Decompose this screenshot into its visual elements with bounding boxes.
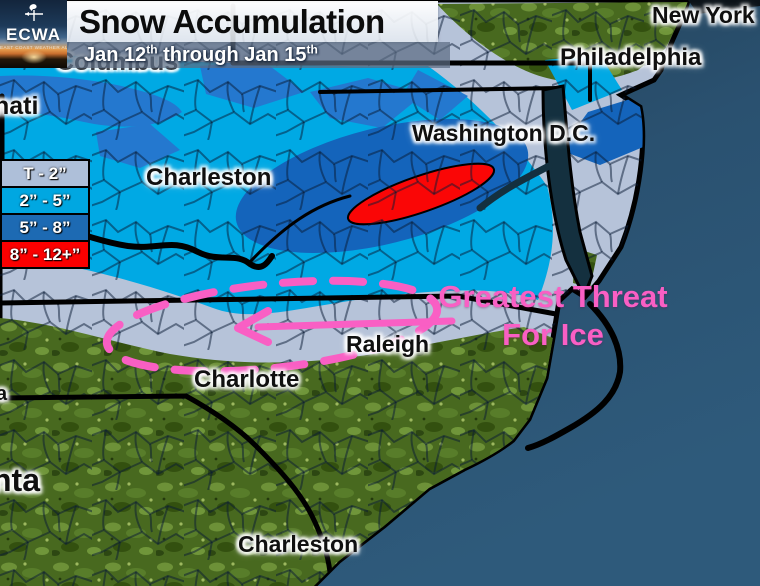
title-banner: Snow Accumulation	[66, 1, 438, 42]
outer-banks	[525, 301, 624, 451]
city-label-washington-dc: Washington D.C.	[412, 120, 596, 146]
ice-threat-text-line1: Greatest Threat	[438, 279, 668, 314]
legend-label: T - 2”	[23, 163, 67, 183]
date-range: Jan 12th through Jan 15th	[84, 41, 318, 66]
chesapeake-bay	[541, 84, 594, 300]
subtitle-bar: Jan 12th through Jan 15th	[66, 42, 450, 68]
city-label-edge-partial: a	[0, 383, 8, 405]
weathervane-icon	[24, 4, 43, 21]
city-label-atlanta-partial: nta	[0, 462, 40, 498]
logo-name: ECWA	[6, 25, 61, 44]
ice-arrow-shaft	[254, 317, 456, 331]
potomac-river	[476, 162, 553, 212]
long-island	[688, 0, 760, 14]
page-title: Snow Accumulation	[79, 2, 385, 40]
city-label-charlotte: Charlotte	[194, 366, 300, 393]
legend-label: 5” - 8”	[19, 217, 71, 237]
legend-label: 2” - 5”	[19, 190, 71, 210]
ice-threat-text-line2: For Ice	[502, 317, 604, 352]
legend-row-5-8: 5” - 8”	[0, 213, 90, 242]
city-label-new-york: New York	[652, 2, 755, 28]
legend-label: 8” - 12+”	[9, 244, 81, 264]
logo-tagline: EAST COAST WEATHER AUTHORITY	[0, 45, 67, 50]
snow-legend: T - 2” 2” - 5” 5” - 8” 8” - 12+”	[0, 159, 90, 269]
sunset-glow	[20, 50, 47, 65]
city-label-charleston-wv: Charleston	[146, 164, 272, 191]
city-label-philadelphia: Philadelphia	[560, 44, 702, 71]
ice-arrow-head	[234, 307, 272, 346]
city-label-charleston-sc: Charleston	[238, 531, 359, 557]
city-label-cincinnati-partial: nati	[0, 92, 39, 120]
legend-row-trace: T - 2”	[0, 159, 90, 188]
ice-threat-outline	[102, 276, 456, 376]
legend-row-8-12: 8” - 12+”	[0, 240, 90, 269]
legend-row-2-5: 2” - 5”	[0, 186, 90, 215]
ecwa-logo: ECWA EAST COAST WEATHER AUTHORITY	[0, 0, 67, 68]
city-label-raleigh: Raleigh	[346, 331, 430, 357]
